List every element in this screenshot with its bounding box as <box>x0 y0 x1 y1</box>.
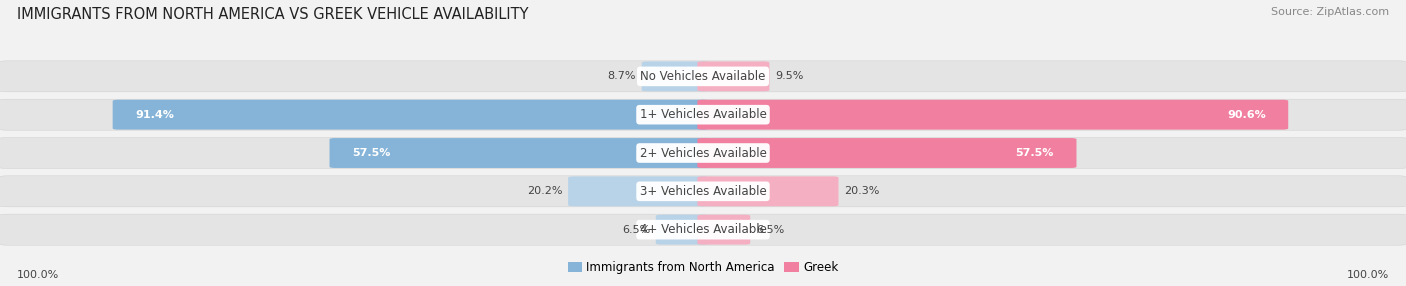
Text: 6.5%: 6.5% <box>756 225 785 235</box>
FancyBboxPatch shape <box>697 61 769 91</box>
FancyBboxPatch shape <box>329 138 709 168</box>
FancyBboxPatch shape <box>568 176 709 206</box>
Text: 3+ Vehicles Available: 3+ Vehicles Available <box>640 185 766 198</box>
FancyBboxPatch shape <box>0 138 1406 168</box>
FancyBboxPatch shape <box>0 176 1406 207</box>
FancyBboxPatch shape <box>112 100 709 130</box>
Text: IMMIGRANTS FROM NORTH AMERICA VS GREEK VEHICLE AVAILABILITY: IMMIGRANTS FROM NORTH AMERICA VS GREEK V… <box>17 7 529 22</box>
Text: 20.2%: 20.2% <box>527 186 562 196</box>
Text: 57.5%: 57.5% <box>352 148 391 158</box>
Text: 20.3%: 20.3% <box>844 186 880 196</box>
Text: 6.5%: 6.5% <box>621 225 650 235</box>
FancyBboxPatch shape <box>655 215 709 245</box>
Text: 57.5%: 57.5% <box>1015 148 1054 158</box>
FancyBboxPatch shape <box>0 214 1406 245</box>
Legend: Immigrants from North America, Greek: Immigrants from North America, Greek <box>562 256 844 279</box>
FancyBboxPatch shape <box>641 61 709 91</box>
FancyBboxPatch shape <box>697 215 751 245</box>
Text: No Vehicles Available: No Vehicles Available <box>640 70 766 83</box>
FancyBboxPatch shape <box>0 61 1406 92</box>
Text: 4+ Vehicles Available: 4+ Vehicles Available <box>640 223 766 236</box>
FancyBboxPatch shape <box>697 176 838 206</box>
Text: 8.7%: 8.7% <box>607 72 636 81</box>
Text: 91.4%: 91.4% <box>135 110 174 120</box>
FancyBboxPatch shape <box>697 100 1288 130</box>
Text: Source: ZipAtlas.com: Source: ZipAtlas.com <box>1271 7 1389 17</box>
FancyBboxPatch shape <box>0 99 1406 130</box>
FancyBboxPatch shape <box>697 138 1077 168</box>
Text: 9.5%: 9.5% <box>775 72 803 81</box>
Text: 1+ Vehicles Available: 1+ Vehicles Available <box>640 108 766 121</box>
Text: 100.0%: 100.0% <box>17 270 59 280</box>
Text: 90.6%: 90.6% <box>1227 110 1265 120</box>
Text: 100.0%: 100.0% <box>1347 270 1389 280</box>
Text: 2+ Vehicles Available: 2+ Vehicles Available <box>640 146 766 160</box>
